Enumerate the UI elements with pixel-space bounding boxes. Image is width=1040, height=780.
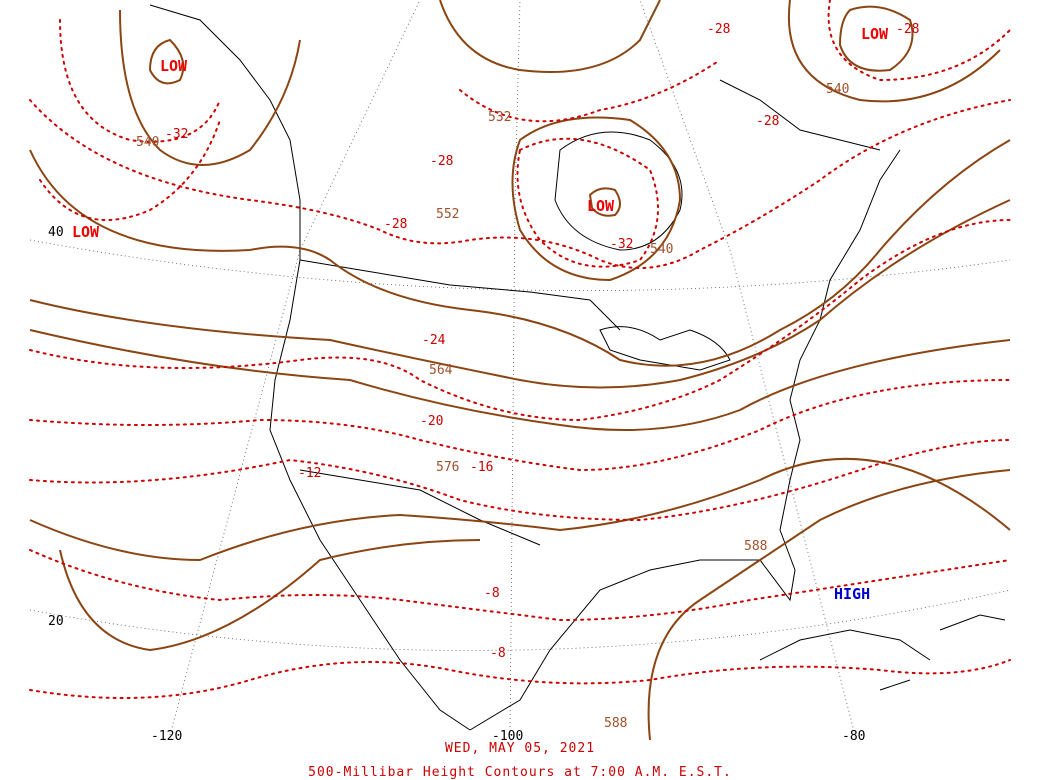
temperature-label: -20 (420, 414, 443, 429)
temperature-isotherms (29, 0, 1011, 699)
isotherm (29, 659, 1011, 699)
latitude-line-40 (29, 239, 1011, 292)
temperature-label: -28 (430, 154, 453, 169)
height-contour (29, 139, 1011, 367)
north-america-coastline (149, 4, 901, 731)
height-contour (29, 329, 1011, 431)
longitude-label: -120 (151, 729, 182, 744)
height-label: 540 (826, 82, 849, 97)
temperature-label: -28 (896, 22, 919, 37)
longitude-line-100 (509, 0, 521, 736)
isotherm (29, 439, 1011, 522)
height-label: 532 (488, 110, 511, 125)
greenland-coast (719, 79, 881, 151)
longitude-line-80 (639, 0, 856, 736)
height-label: 576 (436, 460, 459, 475)
geography (149, 4, 1006, 731)
isotherm (59, 19, 221, 143)
temperature-label: -16 (470, 460, 493, 475)
temperature-label: -12 (298, 466, 321, 481)
height-label: 552 (436, 207, 459, 222)
temperature-label: -8 (484, 586, 500, 601)
temperature-label: -28 (384, 217, 407, 232)
height-contour (511, 116, 682, 282)
isotherm (29, 549, 1011, 622)
low-pacific-label: LOW (72, 223, 100, 241)
axis-labels: 40 20 -120 -100 -80 (48, 225, 865, 744)
temperature-labels: -32 -28 -28 -28 -28 -32 -24 -20 -16 -12 … (165, 22, 919, 661)
height-contour (148, 38, 185, 85)
height-contour (588, 187, 621, 217)
map-date: WED, MAY 05, 2021 (444, 741, 596, 756)
caribbean-islands (879, 614, 1006, 691)
cuba (759, 629, 931, 661)
graticule (29, 0, 1011, 736)
hudson-bay (554, 131, 683, 251)
height-contour (29, 457, 1011, 562)
high-caribbean-label: HIGH (834, 585, 870, 603)
height-label: 588 (604, 716, 627, 731)
height-label: 540 (650, 242, 673, 257)
height-label: 564 (429, 363, 453, 378)
longitude-label: -80 (842, 729, 865, 744)
latitude-label: 20 (48, 614, 64, 629)
isotherm (29, 99, 1011, 269)
temperature-label: -32 (610, 237, 633, 252)
height-labels: 540 532 552 540 564 576 588 540 588 (136, 82, 849, 731)
height-contour (29, 199, 1011, 389)
height-contour (787, 0, 1001, 103)
low-greenland-label: LOW (861, 25, 889, 43)
longitude-label: -100 (492, 729, 523, 744)
isotherm (459, 59, 721, 123)
map-title: 500-Millibar Height Contours at 7:00 A.M… (308, 765, 732, 780)
isotherm (827, 0, 1011, 82)
height-contour (119, 9, 301, 166)
isotherm (516, 137, 659, 268)
temperature-label: -8 (490, 646, 506, 661)
us-mexico-border (299, 469, 541, 546)
great-lakes (599, 326, 731, 371)
height-contour (59, 539, 481, 652)
temperature-label: -28 (756, 114, 779, 129)
low-alaska-label: LOW (160, 57, 188, 75)
height-contour (838, 5, 914, 72)
isotherm (39, 119, 221, 221)
us-canada-border (299, 259, 621, 331)
temperature-label: -28 (707, 22, 730, 37)
latitude-label: 40 (48, 225, 64, 240)
pressure-centers: LOW LOW LOW LOW HIGH (72, 25, 889, 603)
low-hudson-label: LOW (587, 197, 615, 215)
height-contours (29, 0, 1011, 741)
latitude-line-20 (29, 589, 1011, 651)
height-label: 540 (136, 135, 159, 150)
height-label: 588 (744, 539, 767, 554)
height-contour (439, 0, 661, 73)
isotherm (29, 219, 1011, 422)
temperature-label: -24 (422, 333, 446, 348)
height-contour (647, 469, 1011, 741)
temperature-label: -32 (165, 127, 188, 142)
